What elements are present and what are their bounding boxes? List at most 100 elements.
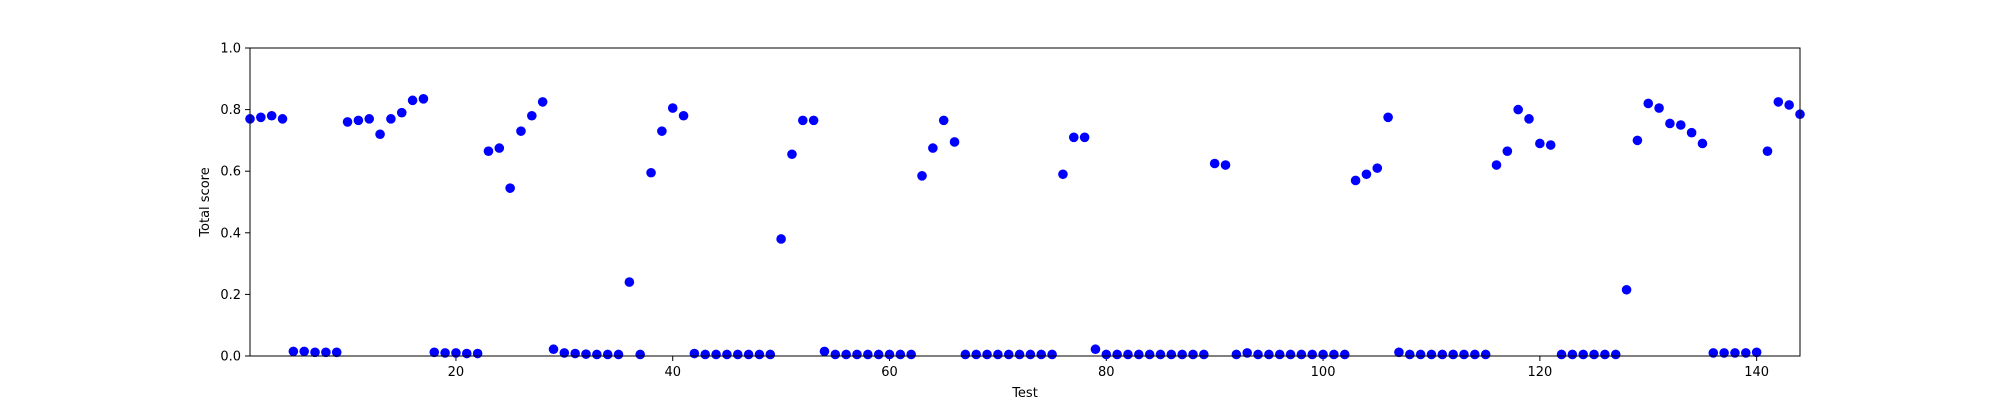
- data-point: [1253, 349, 1263, 360]
- data-point: [1372, 163, 1383, 173]
- data-point: [1426, 349, 1437, 360]
- data-point: [1188, 349, 1198, 360]
- data-point: [1448, 349, 1458, 360]
- data-point: [1437, 349, 1448, 360]
- data-point: [1773, 97, 1784, 107]
- data-point: [819, 346, 830, 357]
- data-point: [1307, 349, 1318, 360]
- data-point: [841, 349, 851, 360]
- data-point: [1621, 284, 1632, 295]
- data-point: [1274, 349, 1285, 360]
- data-point: [1610, 349, 1621, 360]
- data-point: [657, 126, 667, 136]
- data-point: [451, 348, 461, 358]
- data-point: [1665, 118, 1675, 129]
- data-point: [1632, 135, 1643, 146]
- data-point: [494, 143, 505, 153]
- data-point: [429, 347, 440, 358]
- data-point: [1751, 347, 1762, 358]
- data-point: [635, 349, 646, 360]
- data-point: [884, 349, 895, 360]
- data-point: [1556, 349, 1567, 360]
- y-tick-label: 0.6: [220, 165, 241, 180]
- data-point: [1686, 127, 1697, 138]
- data-point: [613, 349, 624, 360]
- data-point: [1567, 349, 1578, 360]
- data-point: [364, 114, 375, 124]
- data-point: [1014, 349, 1025, 360]
- data-point: [1144, 349, 1155, 360]
- y-tick-label: 0.2: [220, 288, 241, 303]
- data-point: [331, 347, 342, 358]
- data-point: [386, 114, 396, 124]
- data-point: [917, 171, 927, 181]
- data-point: [461, 348, 472, 359]
- data-point: [1383, 112, 1393, 123]
- data-point: [505, 183, 515, 193]
- data-point: [1036, 349, 1047, 360]
- data-point: [1361, 169, 1372, 180]
- ticks-layer: 20 40 60 80 100 120 140 0.0 0.2 0.4 0.6 0.8 1.0: [220, 42, 1769, 381]
- data-point: [1394, 347, 1404, 358]
- data-point: [1535, 138, 1545, 149]
- data-point: [266, 110, 277, 121]
- data-point: [743, 349, 754, 360]
- data-point: [1491, 160, 1502, 170]
- data-point: [993, 349, 1003, 360]
- x-tick-label: 140: [1744, 365, 1769, 380]
- data-point: [1589, 349, 1599, 360]
- data-point: [1209, 158, 1220, 169]
- data-point: [971, 349, 982, 360]
- data-point: [1242, 348, 1253, 358]
- x-tick-label: 20: [448, 365, 465, 380]
- y-axis-label: Total score: [198, 167, 213, 237]
- data-point: [1079, 132, 1090, 143]
- data-point: [537, 97, 548, 107]
- data-point: [277, 114, 288, 124]
- data-point: [960, 349, 971, 360]
- data-point: [483, 146, 494, 156]
- data-point: [592, 349, 602, 360]
- data-point: [646, 167, 656, 178]
- data-point: [472, 348, 483, 359]
- data-point: [1177, 349, 1187, 360]
- data-point: [830, 349, 841, 360]
- data-point: [1090, 344, 1101, 355]
- data-point: [581, 349, 591, 359]
- data-point: [440, 348, 450, 358]
- x-tick-label: 60: [881, 365, 898, 380]
- data-point: [1578, 349, 1589, 360]
- plot-frame: [249, 47, 1801, 357]
- data-point: [1513, 104, 1523, 115]
- data-point: [256, 112, 266, 123]
- x-axis-label: Test: [1011, 386, 1038, 400]
- data-point: [1470, 349, 1480, 360]
- data-point: [765, 349, 776, 360]
- data-point: [310, 347, 320, 358]
- y-tick-label: 1.0: [220, 42, 241, 57]
- data-point: [873, 349, 884, 360]
- data-point: [1318, 349, 1328, 360]
- data-point: [982, 349, 992, 360]
- y-tick-label: 0.8: [220, 103, 241, 118]
- data-point: [776, 234, 786, 244]
- data-point: [1502, 146, 1513, 156]
- data-point: [602, 349, 613, 360]
- data-point: [1741, 348, 1751, 358]
- data-point: [624, 277, 635, 287]
- data-point: [787, 149, 797, 160]
- data-point: [1719, 348, 1729, 358]
- data-point: [288, 346, 299, 357]
- data-point: [1600, 349, 1610, 360]
- data-point: [1003, 349, 1014, 360]
- data-point: [852, 349, 862, 360]
- data-point: [1697, 138, 1708, 149]
- data-point: [407, 95, 418, 106]
- data-point: [667, 103, 678, 113]
- data-point: [928, 143, 938, 153]
- x-tick-label: 100: [1311, 365, 1336, 380]
- data-point: [1730, 348, 1740, 358]
- data-point: [1545, 140, 1556, 150]
- data-point: [1524, 114, 1534, 124]
- data-point: [299, 346, 309, 357]
